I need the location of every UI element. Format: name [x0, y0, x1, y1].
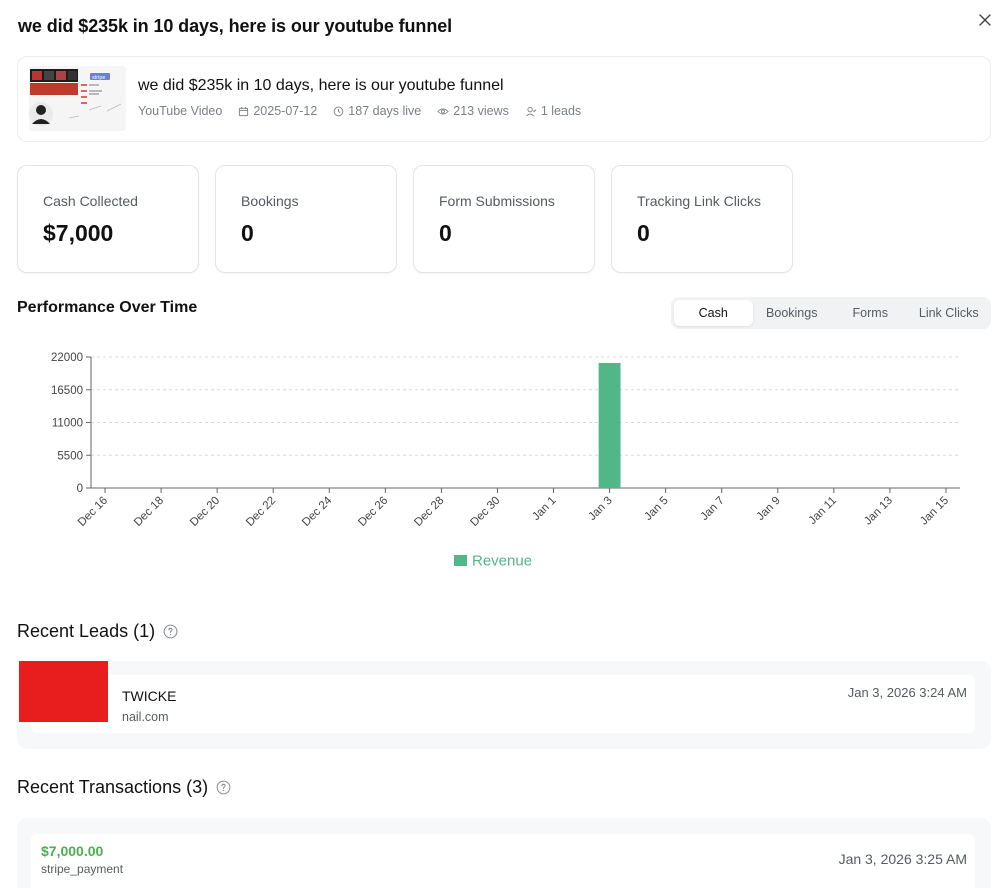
eye-icon — [437, 108, 450, 114]
stat-value: 0 — [241, 220, 254, 246]
x-tick-label: Jan 13 — [862, 495, 895, 528]
transaction-amount: $7,000.00 — [41, 843, 104, 859]
video-meta: YouTube Video 2025-07-12 187 days live 2… — [138, 104, 597, 118]
performance-chart: 0 5500 11000 16500 22000 Dec 16 Dec 18 Dec 20 De… — [51, 352, 960, 570]
redaction-block — [19, 661, 108, 722]
x-tick-label: Dec 22 — [244, 495, 278, 529]
leads-count: 1 leads — [525, 104, 581, 118]
x-tick-label: Jan 5 — [642, 495, 670, 523]
stat-card-forms: Form Submissions 0 — [413, 165, 595, 273]
svg-text:stripe: stripe — [92, 75, 105, 81]
user-icon — [525, 106, 537, 116]
close-icon — [979, 14, 991, 26]
stat-label: Tracking Link Clicks — [637, 193, 761, 209]
lead-email: nail.com — [122, 710, 169, 724]
help-icon[interactable] — [216, 780, 231, 795]
stat-label: Form Submissions — [439, 193, 555, 209]
x-tick-label: Dec 28 — [412, 495, 446, 529]
tab-forms[interactable]: Forms — [852, 306, 888, 320]
tab-cash[interactable]: Cash — [674, 300, 753, 326]
publish-date-text: 2025-07-12 — [253, 104, 318, 118]
views-text: 213 views — [453, 104, 509, 118]
y-tick-label: 0 — [77, 483, 83, 495]
stat-label: Bookings — [241, 193, 299, 209]
legend-swatch — [454, 555, 467, 566]
stat-label: Cash Collected — [43, 193, 138, 209]
x-tick-label: Jan 1 — [530, 495, 558, 523]
x-tick-label: Dec 16 — [76, 495, 110, 529]
x-tick-label: Dec 24 — [300, 494, 335, 529]
transactions-list: $7,000.00 stripe_payment Jan 3, 2026 3:2… — [17, 818, 991, 888]
x-tick-label: Dec 18 — [132, 495, 166, 529]
stat-value: $7,000 — [43, 220, 114, 246]
stat-value: 0 — [439, 220, 452, 246]
x-tick-label: Jan 7 — [698, 495, 726, 523]
x-tick-label: Dec 20 — [188, 495, 222, 529]
stat-value: 0 — [637, 220, 650, 246]
y-tick-label: 5500 — [57, 450, 83, 462]
recent-leads-heading: Recent Leads (1) — [17, 621, 178, 642]
recent-leads-title: Recent Leads (1) — [17, 621, 156, 641]
x-tick-label: Jan 15 — [918, 495, 951, 528]
performance-title: Performance Over Time — [17, 299, 198, 316]
recent-transactions-title: Recent Transactions (3) — [17, 777, 209, 797]
x-tick-label: Dec 30 — [468, 495, 502, 529]
help-icon[interactable] — [163, 624, 178, 639]
transaction-timestamp: Jan 3, 2026 3:25 AM — [838, 851, 967, 867]
video-title: we did $235k in 10 days, here is our you… — [138, 77, 504, 94]
tab-link-clicks[interactable]: Link Clicks — [918, 306, 979, 320]
stat-card-link-clicks: Tracking Link Clicks 0 — [611, 165, 793, 273]
calendar-icon — [239, 106, 249, 116]
x-tick-label: Jan 3 — [586, 495, 614, 523]
y-tick-label: 16500 — [51, 385, 83, 397]
x-tick-label: Dec 26 — [356, 495, 390, 529]
modal-title: we did $235k in 10 days, here is our you… — [18, 16, 453, 36]
stat-card-cash: Cash Collected $7,000 — [17, 165, 199, 273]
clock-icon — [333, 106, 344, 116]
video-source: YouTube Video — [138, 104, 223, 118]
y-tick-label: 11000 — [52, 418, 83, 430]
stat-card-bookings: Bookings 0 — [215, 165, 397, 273]
lead-name: TWICKE — [122, 688, 177, 704]
x-tick-label: Jan 11 — [807, 495, 839, 527]
recent-transactions-heading: Recent Transactions (3) — [17, 777, 231, 798]
list-item[interactable]: TWICKE nail.com Jan 3, 2026 3:24 AM — [31, 675, 975, 733]
close-button[interactable] — [974, 9, 996, 31]
bar — [598, 362, 621, 488]
tab-bookings[interactable]: Bookings — [766, 306, 818, 320]
leads-count-text: 1 leads — [540, 104, 582, 118]
video-thumbnail[interactable]: stripe — [29, 66, 126, 131]
lead-timestamp: Jan 3, 2026 3:24 AM — [847, 685, 967, 700]
views: 213 views — [437, 104, 509, 118]
days-live-text: 187 days live — [348, 104, 422, 118]
days-live: 187 days live — [333, 104, 421, 118]
leads-list: TWICKE nail.com Jan 3, 2026 3:24 AM — [17, 661, 991, 749]
x-tick-label: Jan 9 — [755, 495, 783, 523]
transaction-type: stripe_payment — [41, 862, 124, 876]
chart-tabs: Cash Bookings Forms Link Clicks — [671, 297, 991, 329]
video-card: stripe we did $235k in 10 days, here is … — [17, 56, 991, 142]
publish-date: 2025-07-12 — [238, 104, 317, 118]
list-item[interactable]: $7,000.00 stripe_payment Jan 3, 2026 3:2… — [31, 834, 975, 888]
legend-label: Revenue — [472, 553, 532, 570]
y-tick-label: 22000 — [51, 352, 83, 364]
